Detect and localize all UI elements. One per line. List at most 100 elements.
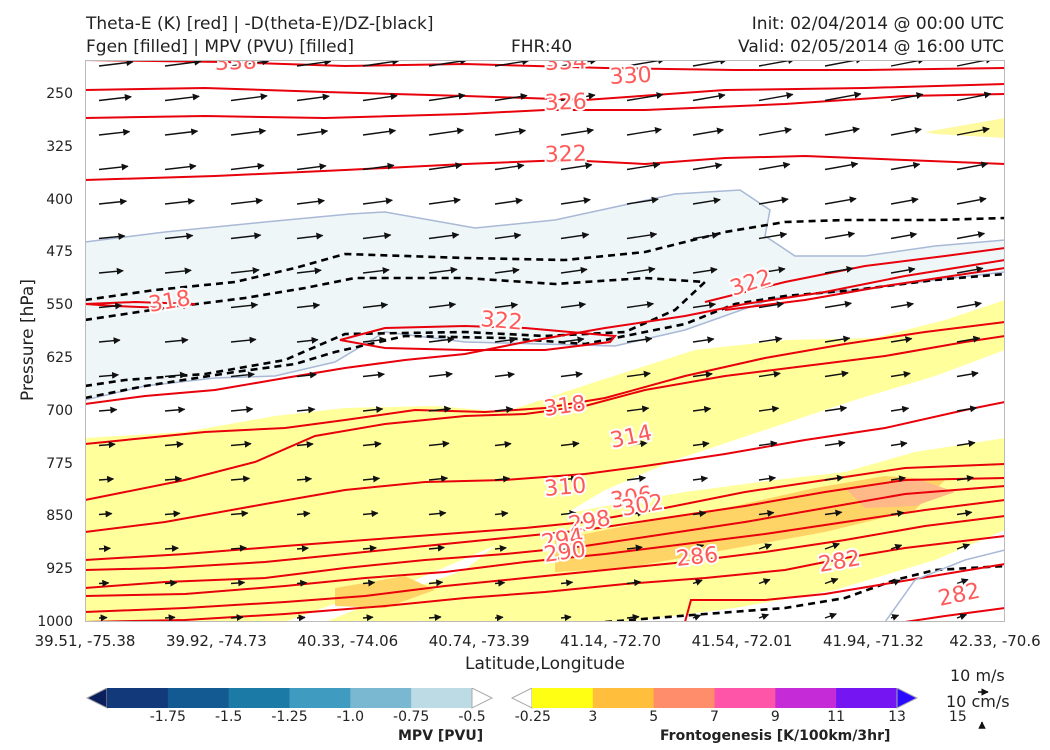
wind-vector-arrow <box>956 613 968 621</box>
wind-vector-arrow <box>428 127 465 136</box>
chart-title-line1: Theta-E (K) [red] | -D(theta-E)/DZ-[blac… <box>86 14 434 34</box>
fgen-colorbar <box>510 688 919 709</box>
wind-vector-arrow <box>494 614 504 622</box>
wind-vector-arrow <box>494 440 512 448</box>
wind-vector-arrow <box>230 162 265 171</box>
wind-vector-arrow <box>494 510 509 518</box>
wind-vector-arrow <box>824 335 851 343</box>
wind-vector-arrow <box>560 440 580 448</box>
wind-vector-arrow <box>692 405 712 413</box>
wind-vector-arrow <box>560 544 575 552</box>
wind-vector-arrow <box>98 60 134 67</box>
wind-vector-arrow <box>98 163 129 171</box>
wind-vector-arrow <box>164 371 187 379</box>
wind-vector-arrow <box>956 335 981 343</box>
wind-vector-arrow <box>692 579 703 586</box>
wind-vector-arrow <box>560 405 582 413</box>
wind-vector-arrow <box>428 544 445 552</box>
wind-vector-arrow <box>560 510 577 517</box>
wind-vector-arrow <box>428 197 461 205</box>
wind-vector-arrow <box>428 162 463 171</box>
wind-vector-arrow <box>560 60 598 67</box>
wind-vector-arrow <box>824 196 857 205</box>
wind-vector-arrow <box>296 197 325 205</box>
y-tick-label: 775 <box>46 455 73 472</box>
wind-vector-arrow <box>428 336 455 344</box>
wind-vector-arrow <box>428 92 466 102</box>
y-tick-label: 850 <box>46 508 73 525</box>
wind-vector-arrow <box>956 509 973 517</box>
wind-vector-arrow <box>890 127 922 136</box>
y-tick-label: 1000 <box>37 614 73 630</box>
wind-vector-arrow <box>296 510 311 518</box>
x-tick-label: 41.54, -72.01 <box>691 632 793 650</box>
wind-vector-arrow <box>362 60 400 67</box>
wind-vector-arrow <box>692 371 713 379</box>
wind-vector-arrow <box>560 301 587 309</box>
wind-vector-arrow <box>98 579 110 587</box>
wind-vector-arrow <box>560 197 591 205</box>
wind-vector-arrow <box>230 544 247 552</box>
valid-time: Valid: 02/05/2014 @ 16:00 UTC <box>738 37 1004 57</box>
wind-vector-arrow <box>626 161 661 171</box>
wind-vector-arrow <box>956 300 982 309</box>
wind-vector-arrow <box>494 197 523 205</box>
mpv-tick-label: -1.5 <box>214 709 243 725</box>
wind-vector-arrow <box>560 162 593 171</box>
wind-vector-arrow <box>494 371 515 379</box>
wind-vector-arrow <box>98 302 123 310</box>
wind-vector-arrow <box>98 545 111 553</box>
wind-vector-arrow <box>296 93 330 102</box>
fgen-colorbar-segment <box>653 688 715 708</box>
wind-vector-arrow <box>890 440 908 448</box>
x-axis-title: Latitude,Longitude <box>465 654 625 674</box>
mpv-tick-label: -1.75 <box>149 709 186 725</box>
mpv-tick-label: -1.0 <box>336 709 364 725</box>
wind-vector-arrow <box>230 336 257 344</box>
wind-vector-arrow <box>626 231 658 240</box>
wind-vector-arrow <box>362 127 397 136</box>
wind-vector-arrow <box>296 163 327 171</box>
fgen-tick-label: 13 <box>888 709 906 725</box>
wind-vector-arrow <box>164 232 194 240</box>
wind-vector-arrow <box>98 233 126 241</box>
wind-vector-arrow <box>824 509 843 517</box>
wind-vector-arrow <box>296 441 314 449</box>
wind-vector-arrow <box>98 93 132 102</box>
wind-vector-arrow <box>164 163 197 171</box>
wind-vector-arrow <box>956 474 974 482</box>
fgen-tick-label: 3 <box>588 709 598 725</box>
wind-vector-arrow <box>362 197 393 205</box>
wind-vector-arrow <box>494 545 507 552</box>
wind-vector-arrow <box>230 614 244 622</box>
mpv-colorbar-extend-low <box>85 688 108 709</box>
theta-e-contour-label: 286 <box>675 543 719 572</box>
wind-vector-arrow <box>428 475 449 483</box>
theta-e-contour-label: 326 <box>544 90 587 116</box>
wind-vector-arrow <box>428 579 444 587</box>
wind-vector-arrow <box>890 196 919 205</box>
x-tick-label: 40.74, -73.39 <box>428 632 530 650</box>
wind-vector-arrow <box>230 371 255 379</box>
wind-vector-arrow <box>758 336 783 343</box>
fgen-tick-label: 7 <box>710 709 719 725</box>
theta-e-contour-label: 310 <box>543 473 587 502</box>
wind-vector-arrow <box>758 613 770 621</box>
y-tick-label: 550 <box>46 297 73 314</box>
wind-vector-arrow <box>560 92 596 102</box>
wind-vector-arrow <box>296 60 332 67</box>
mpv-colorbar-segment <box>228 688 290 708</box>
wind-vector-arrow <box>362 301 389 309</box>
fgen-colorbar-segment <box>775 688 837 708</box>
wind-vector-arrow <box>296 267 322 275</box>
wind-vector-arrow <box>362 406 384 414</box>
wind-vector-arrow <box>626 579 642 587</box>
fgen-tick-label: 5 <box>649 709 659 725</box>
wind-vector-arrow <box>98 267 124 275</box>
wind-vector-arrow <box>758 440 778 448</box>
wind-vector-arrow <box>428 613 442 621</box>
wind-vector-arrow <box>692 197 721 205</box>
wind-vector-arrow <box>824 91 862 102</box>
wind-vector-arrow <box>824 612 837 620</box>
